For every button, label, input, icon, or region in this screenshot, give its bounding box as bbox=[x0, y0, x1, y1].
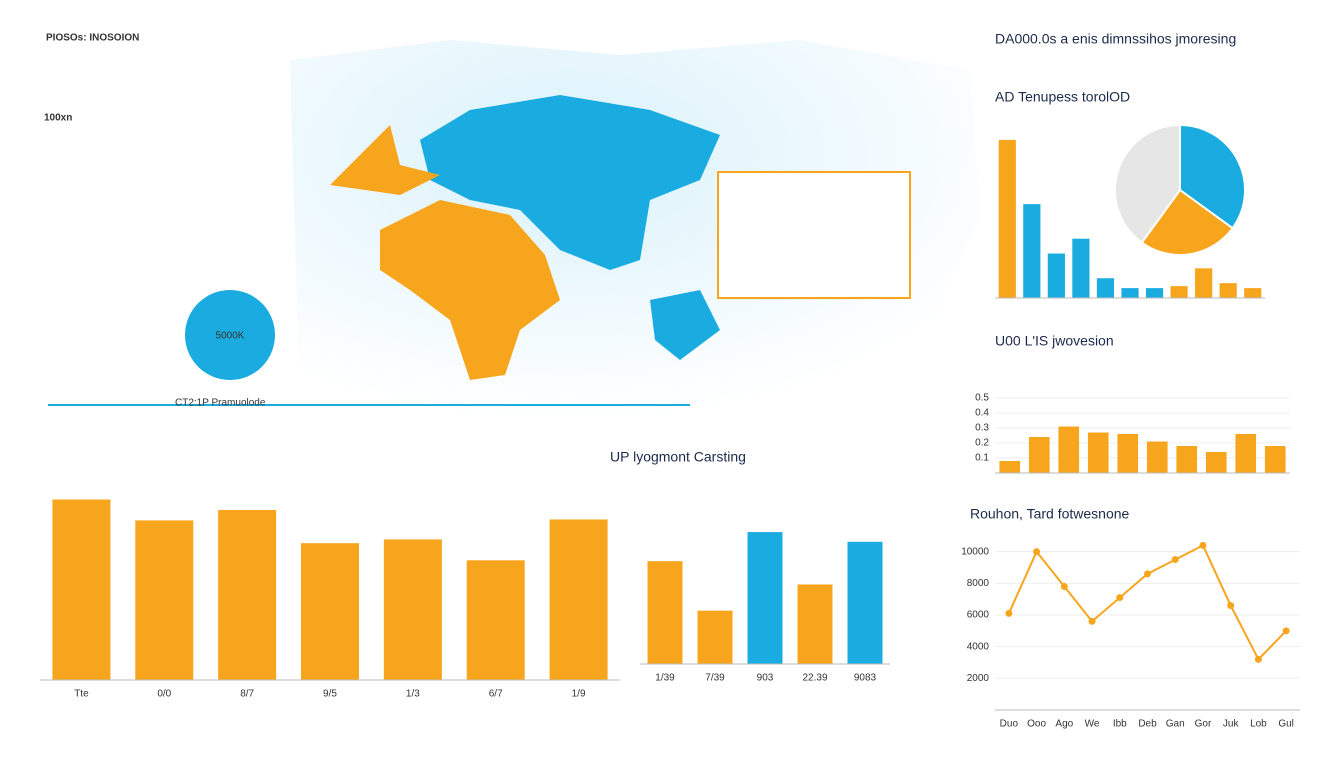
bar bbox=[1028, 437, 1050, 473]
bar bbox=[747, 532, 783, 664]
caption: CT2:1P Pramuolode bbox=[175, 398, 266, 409]
bar bbox=[52, 499, 111, 680]
pie-slice bbox=[1114, 123, 1181, 244]
y-tick-label: 0.5 bbox=[975, 393, 989, 404]
chart-title: UP lyogmont Carsting bbox=[610, 449, 746, 465]
big-number: 100xn bbox=[44, 113, 72, 124]
bar bbox=[135, 520, 194, 680]
x-tick-label: Lob bbox=[1250, 719, 1267, 730]
bar bbox=[1072, 238, 1090, 298]
bar bbox=[1117, 434, 1139, 473]
bar bbox=[1096, 278, 1115, 298]
pie-slice bbox=[1179, 123, 1246, 230]
x-tick-label: 22.39 bbox=[802, 673, 827, 684]
bar bbox=[697, 610, 733, 664]
bar bbox=[1146, 441, 1168, 473]
bar bbox=[797, 584, 833, 664]
bar bbox=[1219, 283, 1237, 298]
x-tick-label: 1/3 bbox=[406, 689, 420, 700]
bar bbox=[383, 539, 442, 680]
map-africa bbox=[380, 200, 560, 380]
bar bbox=[1047, 253, 1065, 298]
bar bbox=[1087, 432, 1109, 473]
chart-title: AD Tenupess torolOD bbox=[995, 89, 1130, 105]
x-tick-label: We bbox=[1085, 719, 1100, 730]
bar bbox=[1264, 446, 1286, 473]
x-tick-label: 8/7 bbox=[240, 689, 254, 700]
x-tick-label: Ago bbox=[1055, 719, 1073, 730]
y-tick-label: 10000 bbox=[961, 546, 989, 557]
kicker: PIOSOs: INOSOION bbox=[46, 33, 139, 44]
x-tick-label: Gul bbox=[1278, 719, 1294, 730]
map-arrow bbox=[330, 125, 440, 195]
bar bbox=[301, 543, 359, 680]
bar bbox=[1235, 434, 1257, 473]
bar bbox=[549, 519, 608, 680]
bar bbox=[1205, 452, 1227, 473]
y-tick-label: 0.4 bbox=[975, 408, 989, 419]
bar bbox=[999, 461, 1021, 473]
x-tick-label: Tte bbox=[74, 689, 89, 700]
y-tick-label: 4000 bbox=[967, 641, 990, 652]
x-tick-label: 7/39 bbox=[705, 673, 725, 684]
x-tick-label: Ibb bbox=[1113, 719, 1127, 730]
x-tick-label: 9/5 bbox=[323, 689, 337, 700]
bar bbox=[466, 560, 525, 680]
y-tick-label: 0.3 bbox=[975, 423, 989, 434]
stat-circle bbox=[185, 290, 275, 380]
y-tick-label: 0.2 bbox=[975, 438, 989, 449]
x-tick-label: Deb bbox=[1138, 719, 1157, 730]
bar bbox=[847, 541, 883, 664]
bar bbox=[1176, 446, 1198, 473]
map-eurasia bbox=[420, 95, 720, 270]
circle-label: 5000K bbox=[216, 331, 245, 342]
bar bbox=[1145, 288, 1164, 298]
bar bbox=[1195, 268, 1213, 298]
pie-slice bbox=[1140, 188, 1234, 256]
x-tick-label: 0/0 bbox=[157, 689, 171, 700]
x-tick-label: 9083 bbox=[854, 673, 877, 684]
bar bbox=[647, 561, 683, 664]
x-tick-label: Juk bbox=[1223, 719, 1240, 730]
x-tick-label: 1/39 bbox=[655, 673, 675, 684]
bar bbox=[1244, 288, 1262, 298]
x-tick-label: Duo bbox=[1000, 719, 1019, 730]
x-tick-label: 6/7 bbox=[489, 689, 503, 700]
chart-title: U00 L'IS jwovesion bbox=[995, 333, 1114, 349]
bar bbox=[1023, 204, 1041, 298]
bar bbox=[1121, 288, 1139, 298]
bar bbox=[218, 509, 277, 680]
x-tick-label: Ooo bbox=[1027, 719, 1046, 730]
y-tick-label: 6000 bbox=[967, 610, 990, 621]
bar bbox=[1058, 426, 1080, 473]
y-tick-label: 0.1 bbox=[975, 453, 989, 464]
y-tick-label: 2000 bbox=[967, 673, 990, 684]
y-tick-label: 8000 bbox=[967, 578, 990, 589]
map-australia bbox=[650, 290, 720, 360]
table-panel bbox=[717, 171, 911, 299]
chart-title: Rouhon, Tard fotwesnone bbox=[970, 506, 1130, 522]
line bbox=[1007, 543, 1287, 662]
x-tick-label: Gan bbox=[1166, 719, 1185, 730]
x-tick-label: 1/9 bbox=[572, 689, 586, 700]
x-tick-label: 903 bbox=[757, 673, 774, 684]
bar bbox=[998, 139, 1016, 298]
top-right-title: DA000.0s a enis dimnssihos jmoresing bbox=[995, 31, 1236, 47]
bar bbox=[1170, 286, 1188, 298]
x-tick-label: Gor bbox=[1195, 719, 1212, 730]
